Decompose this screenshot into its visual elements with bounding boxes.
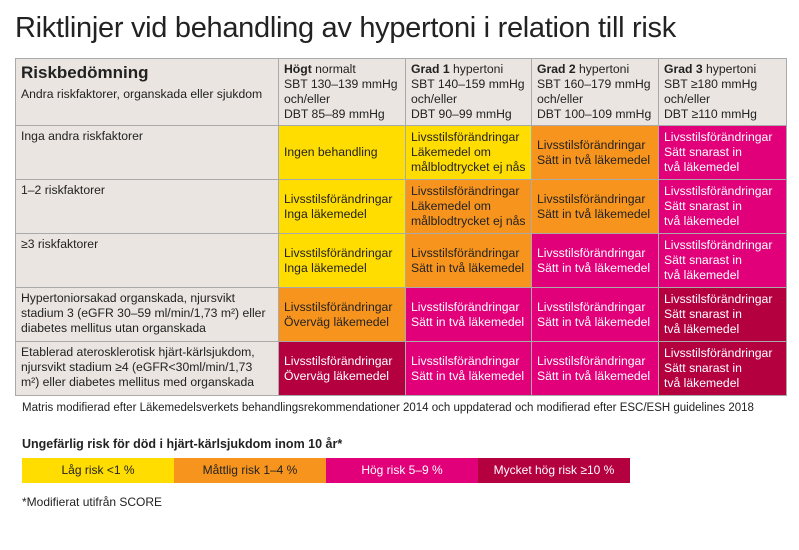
column-criterion: SBT 160–179 mmHg <box>537 77 651 91</box>
recommendation-cell: Livsstilsförändringar Läkemedel om målbl… <box>405 125 532 180</box>
legend-item: Hög risk 5–9 % <box>326 458 478 483</box>
recommendation-cell: Livsstilsförändringar Sätt in två läkeme… <box>531 125 659 180</box>
footnote: *Modifierat utifrån SCORE <box>22 495 163 509</box>
legend-title: Ungefärlig risk för död i hjärt-kärlsjuk… <box>22 437 343 451</box>
column-criterion: och/eller <box>537 92 584 106</box>
column-criterion: SBT 140–159 mmHg <box>411 77 525 91</box>
recommendation-cell: Livsstilsförändringar Läkemedel om målbl… <box>405 179 532 234</box>
column-grade: Grad 2 <box>537 62 576 76</box>
header-column: Högt normalt SBT 130–139 mmHg och/eller DBT… <box>278 58 406 126</box>
row-label: 1–2 riskfaktorer <box>15 179 279 234</box>
column-criterion: SBT ≥180 mmHg <box>664 77 758 91</box>
column-criterion: SBT 130–139 mmHg <box>284 77 398 91</box>
column-grade: Grad 1 <box>411 62 450 76</box>
column-criterion: och/eller <box>411 92 458 106</box>
row-label: Hypertoniorsakad organskada, njursvikt s… <box>15 287 279 342</box>
recommendation-cell: Livsstilsförändringar Sätt in två läkeme… <box>531 179 659 234</box>
row-label: Etablerad aterosklerotisk hjärt-kärlsjuk… <box>15 341 279 396</box>
recommendation-cell: Livsstilsförändringar Sätt snarast in tv… <box>658 125 787 180</box>
header-column: Grad 1 hypertoni SBT 140–159 mmHg och/elle… <box>405 58 532 126</box>
column-grade-suffix: hypertoni <box>575 62 630 76</box>
source-note: Matris modifierad efter Läkemedelsverket… <box>22 402 754 414</box>
recommendation-cell: Livsstilsförändringar Överväg läkemedel <box>278 341 406 396</box>
recommendation-cell: Livsstilsförändringar Sätt snarast in tv… <box>658 179 787 234</box>
recommendation-cell: Livsstilsförändringar Sätt in två läkeme… <box>531 341 659 396</box>
header-title: Riskbedömning <box>21 63 149 82</box>
page: Riktlinjer vid behandling av hypertoni i… <box>15 12 799 509</box>
page-title: Riktlinjer vid behandling av hypertoni i… <box>15 12 676 44</box>
column-grade-suffix: hypertoni <box>449 62 504 76</box>
risk-matrix: Riskbedömning Andra riskfaktorer, organsk… <box>15 58 787 396</box>
recommendation-cell: Livsstilsförändringar Inga läkemedel <box>278 179 406 234</box>
row-label: Inga andra riskfaktorer <box>15 125 279 180</box>
column-criterion: och/eller <box>284 92 331 106</box>
column-criterion: DBT ≥110 mmHg <box>664 107 757 121</box>
table-row: Inga andra riskfaktorer Ingen behandling L… <box>15 125 787 180</box>
recommendation-cell: Livsstilsförändringar Sätt in två läkeme… <box>405 341 532 396</box>
column-grade-suffix: hypertoni <box>702 62 757 76</box>
column-criterion: DBT 85–89 mmHg <box>284 107 385 121</box>
header-label-cell: Riskbedömning Andra riskfaktorer, organsk… <box>15 58 279 126</box>
header-column: Grad 2 hypertoni SBT 160–179 mmHg och/elle… <box>531 58 659 126</box>
recommendation-cell: Ingen behandling <box>278 125 406 180</box>
legend-item: Mycket hög risk ≥10 % <box>478 458 630 483</box>
column-criterion: och/eller <box>664 92 711 106</box>
column-grade-suffix: normalt <box>311 62 356 76</box>
table-row: 1–2 riskfaktorer Livsstilsförändringar In… <box>15 179 787 234</box>
row-label: ≥3 riskfaktorer <box>15 233 279 288</box>
recommendation-cell: Livsstilsförändringar Sätt in två läkeme… <box>531 233 659 288</box>
recommendation-cell: Livsstilsförändringar Sätt in två läkeme… <box>405 233 532 288</box>
recommendation-cell: Livsstilsförändringar Inga läkemedel <box>278 233 406 288</box>
column-grade: Grad 3 <box>664 62 703 76</box>
table-row: Hypertoniorsakad organskada, njursvikt s… <box>15 287 787 342</box>
table-row: ≥3 riskfaktorer Livsstilsförändringar Ing… <box>15 233 787 288</box>
legend-item: Måttlig risk 1–4 % <box>174 458 326 483</box>
table-row: Etablerad aterosklerotisk hjärt-kärlsjuk… <box>15 341 787 396</box>
recommendation-cell: Livsstilsförändringar Sätt snarast in tv… <box>658 341 787 396</box>
risk-legend: Låg risk <1 % Måttlig risk 1–4 % Hög risk … <box>22 458 799 483</box>
recommendation-cell: Livsstilsförändringar Överväg läkemedel <box>278 287 406 342</box>
header-subtitle: Andra riskfaktorer, organskada eller sju… <box>21 87 263 101</box>
legend-item: Låg risk <1 % <box>22 458 174 483</box>
recommendation-cell: Livsstilsförändringar Sätt snarast in tv… <box>658 233 787 288</box>
column-criterion: DBT 90–99 mmHg <box>411 107 512 121</box>
recommendation-cell: Livsstilsförändringar Sätt in två läkeme… <box>405 287 532 342</box>
header-row: Riskbedömning Andra riskfaktorer, organsk… <box>15 58 787 126</box>
recommendation-cell: Livsstilsförändringar Sätt snarast in tv… <box>658 287 787 342</box>
recommendation-cell: Livsstilsförändringar Sätt in två läkeme… <box>531 287 659 342</box>
column-grade: Högt <box>284 62 312 76</box>
header-column: Grad 3 hypertoni SBT ≥180 mmHg och/eller DB… <box>658 58 787 126</box>
column-criterion: DBT 100–109 mmHg <box>537 107 652 121</box>
